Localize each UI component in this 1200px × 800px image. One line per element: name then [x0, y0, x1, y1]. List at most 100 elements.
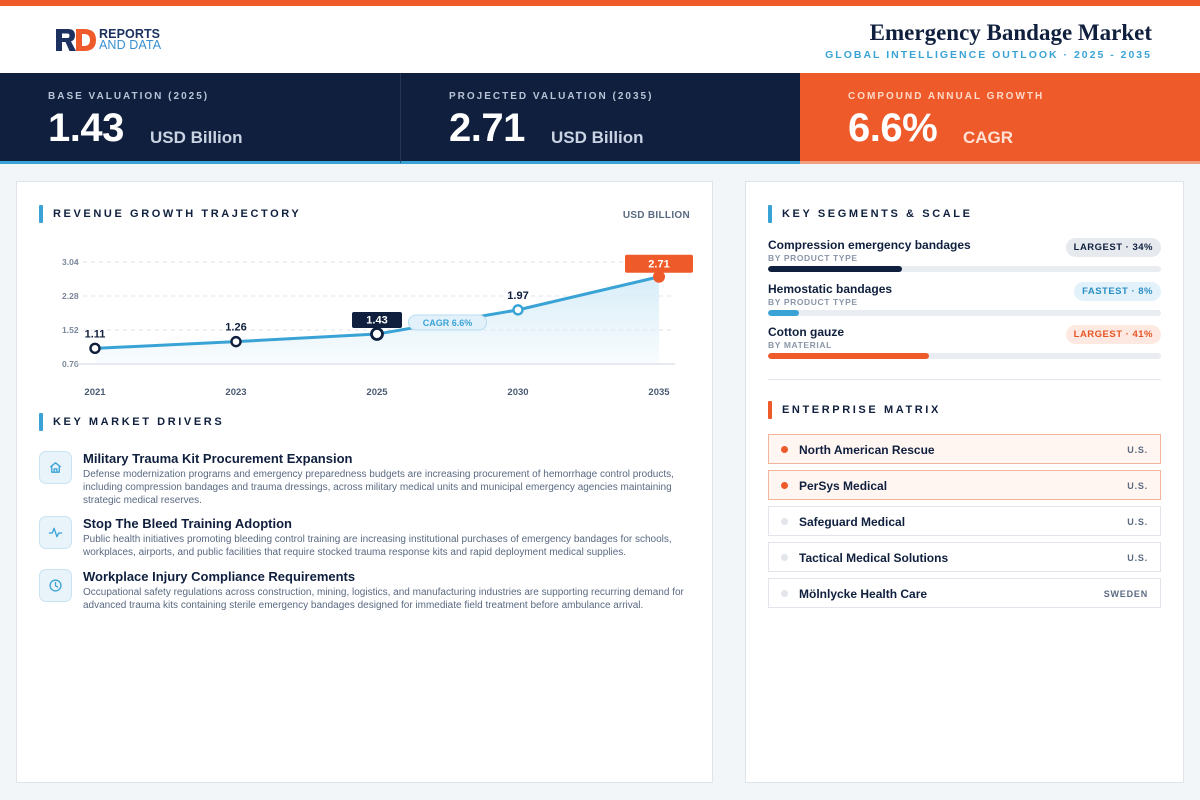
section-title-text: REVENUE GROWTH TRAJECTORY — [53, 208, 302, 220]
kpi-unit: USD Billion — [551, 128, 644, 147]
enterprise-country: U.S. — [1127, 517, 1148, 527]
data-label: 1.43 — [366, 315, 387, 327]
x-tick-label: 2021 — [84, 387, 106, 398]
page-header: REPORTS AND DATA Emergency Bandage Marke… — [0, 6, 1200, 73]
kpi-value: 2.71 — [449, 106, 525, 150]
enterprise-name: Mölnlycke Health Care — [799, 587, 928, 601]
pulse-icon — [39, 516, 72, 549]
section-divider — [768, 379, 1161, 380]
data-point — [89, 342, 101, 355]
page-title: Emergency Bandage Market — [869, 20, 1152, 45]
segment-share-fill — [768, 353, 930, 359]
section-accent-bar — [768, 401, 772, 419]
segment-share-track — [768, 310, 1161, 316]
driver-title: Stop The Bleed Training Adoption — [83, 516, 292, 531]
revenue-section-title: REVENUE GROWTH TRAJECTORY — [39, 205, 301, 223]
cagr-annotation: CAGR 6.6% — [423, 318, 473, 328]
section-title-text: ENTERPRISE MATRIX — [782, 404, 941, 416]
data-label: 2.71 — [648, 258, 669, 270]
kpi-value: 1.43 — [48, 106, 124, 150]
enterprise-country: U.S. — [1127, 481, 1148, 491]
kpi-base-valuation: BASE VALUATION (2025) 1.43 USD Billion — [0, 73, 400, 164]
kpi-cagr: COMPOUND ANNUAL GROWTH 6.6% CAGR — [800, 73, 1200, 164]
logo-line-2: AND DATA — [99, 38, 162, 52]
kpi-strip: BASE VALUATION (2025) 1.43 USD Billion P… — [0, 73, 1200, 164]
data-label-box — [625, 254, 693, 273]
y-tick-label: 0.76 — [62, 359, 79, 369]
driver-title: Military Trauma Kit Procurement Expansio… — [83, 451, 353, 466]
data-point — [653, 270, 665, 283]
segment-category: BY PRODUCT TYPE — [768, 297, 858, 307]
driver-description: Occupational safety regulations across c… — [83, 587, 684, 611]
enterprise-row[interactable]: Mölnlycke Health Care SWEDEN — [768, 578, 1161, 608]
data-label: 1.11 — [85, 328, 106, 340]
enterprise-name: Safeguard Medical — [799, 515, 906, 529]
status-dot — [781, 446, 788, 453]
section-accent-bar — [39, 413, 43, 431]
kpi-label: PROJECTED VALUATION (2035) — [449, 91, 654, 102]
driver-description: Defense modernization programs and emerg… — [83, 469, 674, 506]
segment-badge: FASTEST · 8% — [1074, 282, 1161, 301]
revenue-chart: 3.04 2.28 1.52 0.76 CAGR 6.6% 1.11 2021 1.26 202… — [62, 254, 693, 398]
drivers-section-title: KEY MARKET DRIVERS — [39, 413, 224, 431]
x-tick-label: 2035 — [648, 387, 670, 398]
logo-line-1: REPORTS — [99, 27, 161, 41]
left-panel: REVENUE GROWTH TRAJECTORY USD BILLION 3.… — [16, 181, 713, 783]
enterprise-country: SWEDEN — [1103, 589, 1148, 599]
enterprise-name: PerSys Medical — [799, 479, 888, 493]
clock-icon — [39, 569, 72, 602]
brand-logo[interactable]: REPORTS AND DATA — [55, 28, 161, 52]
section-title-text: KEY MARKET DRIVERS — [53, 416, 225, 428]
driver-description: Public health initiatives promoting blee… — [83, 534, 672, 558]
segment-row: Hemostatic bandages BY PRODUCT TYPE FAST… — [768, 282, 1161, 318]
enterprise-country: U.S. — [1127, 553, 1148, 563]
enterprise-row[interactable]: PerSys Medical U.S. — [768, 470, 1161, 500]
data-label: 1.26 — [225, 322, 246, 334]
section-accent-bar — [768, 205, 772, 223]
y-tick-label: 2.28 — [62, 291, 79, 301]
kpi-label: COMPOUND ANNUAL GROWTH — [848, 91, 1045, 102]
segment-row: Cotton gauze BY MATERIAL LARGEST · 41% — [768, 325, 1161, 361]
data-point — [230, 335, 242, 348]
x-tick-label: 2030 — [507, 387, 528, 398]
segment-row: Compression emergency bandages BY PRODUC… — [768, 238, 1161, 274]
section-accent-bar — [39, 205, 43, 223]
enterprise-row[interactable]: Safeguard Medical U.S. — [768, 506, 1161, 536]
page-subtitle: GLOBAL INTELLIGENCE OUTLOOK · 2025 - 203… — [825, 49, 1152, 61]
segment-badge: LARGEST · 34% — [1065, 238, 1161, 257]
segment-name: Cotton gauze — [768, 325, 844, 339]
status-dot — [781, 590, 788, 597]
enterprise-name: North American Rescue — [799, 443, 935, 457]
segment-share-track — [768, 353, 1161, 359]
segment-name: Compression emergency bandages — [768, 238, 971, 252]
kpi-unit: CAGR — [963, 128, 1014, 147]
enterprise-country: U.S. — [1127, 445, 1148, 455]
data-point — [512, 304, 524, 316]
data-point — [370, 327, 384, 341]
enterprise-name: Tactical Medical Solutions — [799, 551, 949, 565]
logo-text: REPORTS AND DATA — [99, 27, 162, 52]
top-accent-bar — [0, 0, 1200, 6]
y-tick-label: 1.52 — [62, 325, 79, 335]
segment-share-fill — [768, 310, 800, 316]
kpi-value: 6.6% — [848, 106, 938, 150]
x-tick-label: 2025 — [366, 387, 388, 398]
status-dot — [781, 482, 788, 489]
kpi-label: BASE VALUATION (2025) — [48, 91, 210, 102]
x-tick-label: 2023 — [225, 387, 246, 398]
segment-share-track — [768, 266, 1161, 272]
segment-name: Hemostatic bandages — [768, 282, 893, 296]
segment-share-fill — [768, 266, 902, 272]
driver-title: Workplace Injury Compliance Requirements — [83, 569, 356, 584]
cagr-pill — [408, 314, 487, 331]
segments-section-title: KEY SEGMENTS & SCALE — [768, 205, 973, 223]
kpi-unit: USD Billion — [150, 128, 243, 147]
right-panel: KEY SEGMENTS & SCALE Compression emergen… — [745, 181, 1184, 783]
enterprise-row[interactable]: North American Rescue U.S. — [768, 434, 1161, 464]
segment-category: BY MATERIAL — [768, 340, 832, 350]
logo-mark-icon — [56, 29, 96, 51]
chart-unit-label: USD BILLION — [622, 210, 690, 221]
enterprise-section-title: ENTERPRISE MATRIX — [768, 401, 941, 419]
y-tick-label: 3.04 — [62, 257, 79, 267]
enterprise-row[interactable]: Tactical Medical Solutions U.S. — [768, 542, 1161, 572]
